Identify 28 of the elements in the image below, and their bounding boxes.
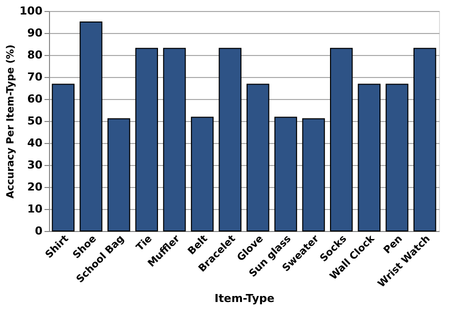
bar [52, 84, 75, 232]
x-axis-title: Item-Type [214, 292, 274, 306]
y-tick-label: 30 [27, 158, 43, 172]
y-tick-label: 80 [27, 48, 43, 62]
bar [80, 22, 102, 232]
y-tick-label: 70 [27, 70, 43, 84]
bar [413, 48, 436, 232]
bar [163, 48, 186, 232]
y-tick-label: 90 [27, 26, 43, 40]
y-axis-title: Accuracy Per Item-Type (%) [6, 44, 17, 198]
y-tick-label: 40 [27, 136, 43, 150]
bar [330, 48, 353, 232]
bar [190, 116, 214, 232]
bar [358, 84, 381, 232]
bar [135, 48, 158, 232]
y-tick-label: 20 [27, 180, 43, 194]
y-tick-label: 50 [27, 114, 43, 128]
y-tick-label: 60 [27, 92, 43, 106]
bar [386, 84, 408, 232]
x-tick-label: Pen [382, 234, 405, 256]
bar [274, 116, 298, 232]
y-tick-label: 10 [27, 202, 43, 216]
y-tick-label: 100 [20, 4, 43, 18]
bar [107, 118, 130, 232]
y-tick-label: 0 [34, 224, 43, 238]
bar [218, 48, 242, 232]
bar [302, 118, 325, 232]
bar [246, 84, 270, 232]
